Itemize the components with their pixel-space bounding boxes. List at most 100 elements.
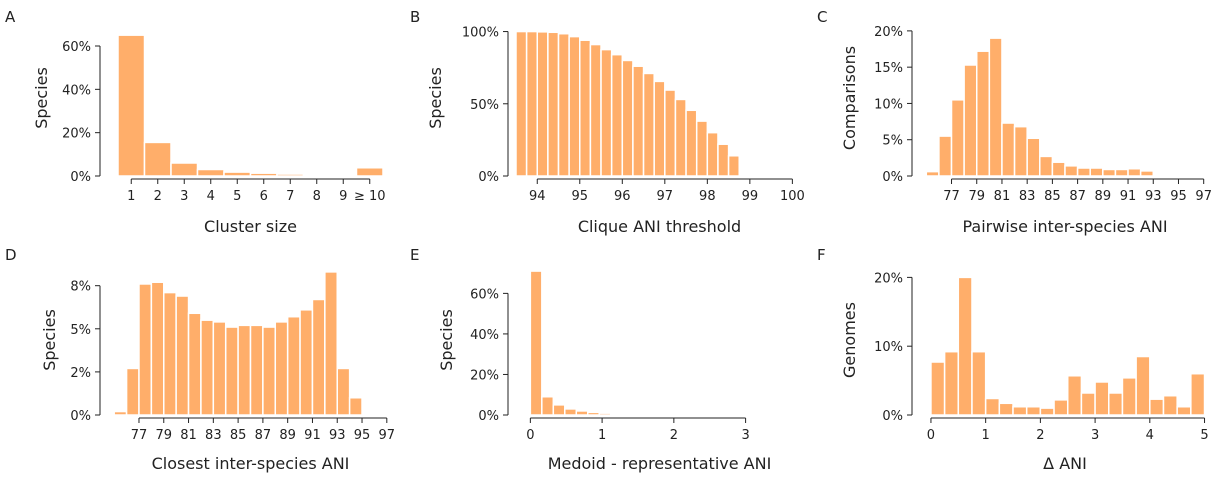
panel-letter: E [410,246,419,264]
x-tick-label: 2 [154,189,162,204]
panel-a: 1 2 3 4 5 6 7 8 9 ≥ 10 0% 20% 40% 60% Cluster size Spec… [5,8,386,236]
bar [1114,168,1129,177]
panel-letter: A [5,8,16,26]
bar [1080,392,1096,416]
bar [1076,167,1091,177]
bar [575,410,589,416]
bar [984,397,1001,416]
y-tick-label: 20% [874,271,903,286]
bar [642,72,655,177]
bar [525,30,539,177]
bar [727,155,740,177]
bar [113,410,128,416]
bar [117,34,146,177]
x-tick-label: 97 [657,189,674,204]
x-axis-label: Pairwise inter-species ANI [962,217,1167,236]
bar [975,50,991,177]
y-tick-label: 0% [882,409,903,424]
x-tick-label: 5 [233,189,241,204]
x-tick-label: 1 [127,189,135,204]
x-tick-label: 93 [1145,189,1162,204]
bar [1139,170,1155,177]
panel-letter: F [817,246,826,264]
bar [1127,167,1142,177]
x-tick-label: 9 [339,189,347,204]
panel-b: 94 95 96 97 98 99 100 0% 50% 100% Clique ANI thres… [410,8,805,236]
bar [125,367,140,416]
y-tick-label: 0% [70,409,91,424]
x-tick-label: 5 [1200,428,1208,443]
bar [938,135,953,177]
bar [1013,125,1028,177]
bar [286,315,301,416]
x-tick-label: 3 [1091,428,1099,443]
y-tick-label: 2% [70,366,91,381]
x-tick-label: 1 [598,428,606,443]
panel-d: 77 79 81 83 85 87 89 91 93 95 97 0% 2% 5% 8% Closest in… [5,246,395,473]
x-tick-label: 85 [1044,189,1061,204]
bar [568,35,581,177]
x-tick-label: 98 [699,189,716,204]
panel-c: 77 79 81 83 85 87 89 91 93 95 97 0% 5% 10% 15% 20% Pairw… [817,8,1212,236]
y-axis-label: Species [437,309,456,371]
panel-e: 0 1 2 3 0% 20% 40% 60% Medoid - representative A… [410,246,771,473]
bar [138,283,153,416]
y-tick-label: 20% [470,368,499,383]
x-axis-label: Clique ANI threshold [578,217,741,236]
bar [950,99,965,177]
panel-letter: B [410,8,420,26]
x-tick-label: 0 [927,428,935,443]
x-tick-label: 77 [131,428,148,443]
x-tick-label: 94 [529,189,546,204]
y-tick-label: 100% [462,26,499,41]
bar [324,271,338,416]
x-axis-label: Closest inter-species ANI [152,454,350,473]
bar [1051,161,1066,177]
bar [971,350,987,416]
x-tick-label: 2 [670,428,678,443]
y-tick-label: 20% [874,25,903,40]
bar [998,402,1014,416]
bar [717,143,730,177]
x-tick-label: 4 [1146,428,1154,443]
x-tick-label: 95 [1170,189,1187,204]
x-tick-label: 96 [614,189,631,204]
x-tick-label: 91 [304,428,321,443]
bar [536,31,549,177]
y-tick-label: 5% [70,323,91,338]
bar [547,31,560,177]
panel-f: 0 1 2 3 4 5 0% 10% 20% Δ ANI Genomes F [817,246,1209,473]
bar [1026,137,1041,177]
bar [963,64,978,177]
bar [957,276,973,416]
bar [541,396,555,416]
bar [187,312,202,416]
bar [1001,122,1016,177]
x-tick-label: ≥ 10 [354,189,386,204]
bar [1190,372,1206,416]
y-tick-label: 60% [470,287,499,302]
bar [262,326,277,416]
bar [302,173,331,177]
y-tick-label: 0% [478,409,499,424]
x-tick-label: 4 [207,189,215,204]
y-axis-label: Genomes [840,302,859,378]
y-tick-label: 8% [70,280,91,295]
bar [150,281,165,416]
x-tick-label: 3 [180,189,188,204]
y-tick-label: 40% [62,83,91,98]
x-tick-label: 0 [526,428,534,443]
x-tick-label: 2 [1036,428,1044,443]
bar [1165,174,1180,177]
bar [706,131,719,177]
y-tick-label: 15% [874,61,903,76]
bar [196,168,225,177]
bar [1039,155,1054,177]
bar [1094,381,1110,416]
bar [212,321,227,416]
bar [200,319,215,416]
bar [1039,407,1055,416]
y-tick-label: 0% [478,170,499,185]
y-axis-label: Species [426,67,445,129]
